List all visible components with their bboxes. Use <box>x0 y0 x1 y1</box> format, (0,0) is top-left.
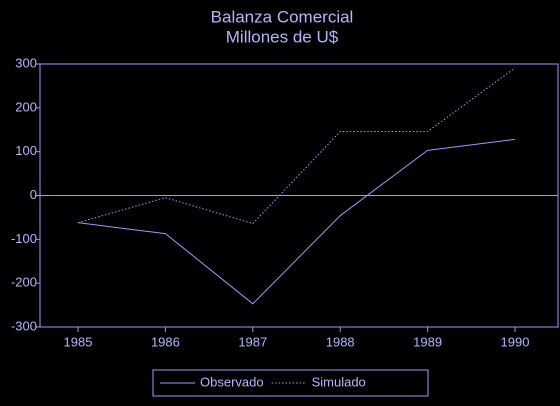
legend-label: Simulado <box>312 374 366 389</box>
y-tick-label: -200 <box>11 275 37 290</box>
x-tick-label: 1988 <box>326 334 355 349</box>
y-tick-label: -300 <box>11 318 37 333</box>
y-tick-label: 0 <box>30 187 37 202</box>
y-tick-label: 100 <box>15 143 37 158</box>
chart-title: Balanza Comercial <box>211 7 354 26</box>
legend-box <box>152 369 429 397</box>
chart-subtitle: Millones de U$ <box>226 27 339 46</box>
x-tick-label: 1989 <box>413 334 442 349</box>
y-tick-label: 200 <box>15 99 37 114</box>
x-tick-label: 1987 <box>238 334 267 349</box>
x-tick-label: 1986 <box>151 334 180 349</box>
y-tick-label: -100 <box>11 231 37 246</box>
line-series <box>77 67 516 225</box>
y-tick-label: 300 <box>15 55 37 70</box>
x-tick-label: 1990 <box>501 334 530 349</box>
legend-label: Observado <box>200 374 264 389</box>
x-tick-label: 1985 <box>64 334 93 349</box>
line-series <box>77 138 516 305</box>
